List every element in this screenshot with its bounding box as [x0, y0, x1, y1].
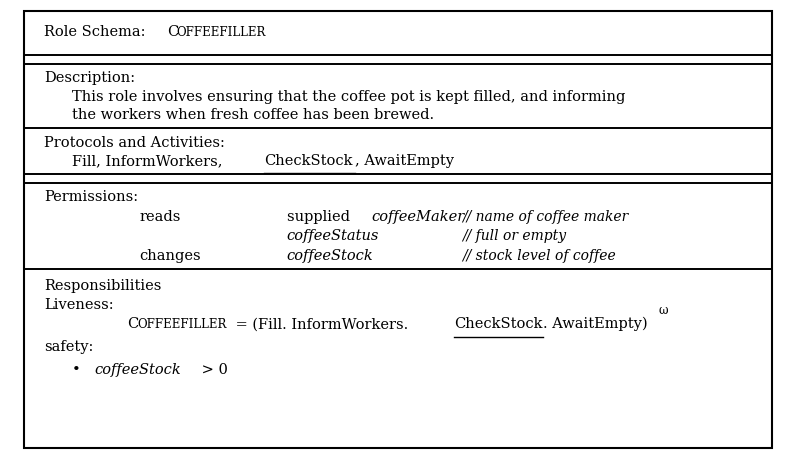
Text: Description:: Description:: [44, 71, 135, 85]
Text: This role involves ensuring that the coffee pot is kept filled, and informing: This role involves ensuring that the cof…: [72, 90, 625, 103]
Text: , AwaitEmpty: , AwaitEmpty: [355, 154, 455, 168]
Text: // stock level of coffee: // stock level of coffee: [462, 248, 615, 262]
Text: Role Schema:: Role Schema:: [44, 25, 150, 39]
Text: safety:: safety:: [44, 340, 93, 353]
Text: // full or empty: // full or empty: [462, 229, 566, 243]
Text: C: C: [167, 25, 178, 39]
Text: reads: reads: [139, 210, 181, 224]
Text: // name of coffee maker: // name of coffee maker: [462, 210, 628, 224]
FancyBboxPatch shape: [24, 11, 772, 448]
Text: changes: changes: [139, 248, 201, 262]
Text: OFFEEFILLER: OFFEEFILLER: [177, 26, 266, 39]
Text: CheckStock: CheckStock: [454, 317, 542, 330]
Text: OFFEEFILLER: OFFEEFILLER: [137, 317, 226, 330]
Text: CheckStock: CheckStock: [264, 154, 353, 168]
Text: > 0: > 0: [197, 363, 228, 376]
Text: •: •: [72, 363, 80, 376]
Text: coffeeMaker: coffeeMaker: [371, 210, 464, 224]
Text: Protocols and Activities:: Protocols and Activities:: [44, 135, 224, 149]
Text: ω: ω: [659, 303, 669, 316]
Text: Fill, InformWorkers,: Fill, InformWorkers,: [72, 154, 227, 168]
Text: coffeeStatus: coffeeStatus: [287, 229, 379, 243]
Text: coffeeStock: coffeeStock: [287, 248, 373, 262]
Text: = (Fill. InformWorkers.: = (Fill. InformWorkers.: [231, 317, 412, 330]
Text: coffeeStock: coffeeStock: [94, 363, 181, 376]
Text: Responsibilities: Responsibilities: [44, 279, 161, 292]
Text: . AwaitEmpty): . AwaitEmpty): [543, 316, 647, 331]
Text: C: C: [127, 317, 139, 330]
Text: Liveness:: Liveness:: [44, 297, 113, 311]
Text: supplied: supplied: [287, 210, 354, 224]
Text: the workers when fresh coffee has been brewed.: the workers when fresh coffee has been b…: [72, 108, 434, 122]
Text: Permissions:: Permissions:: [44, 190, 138, 203]
